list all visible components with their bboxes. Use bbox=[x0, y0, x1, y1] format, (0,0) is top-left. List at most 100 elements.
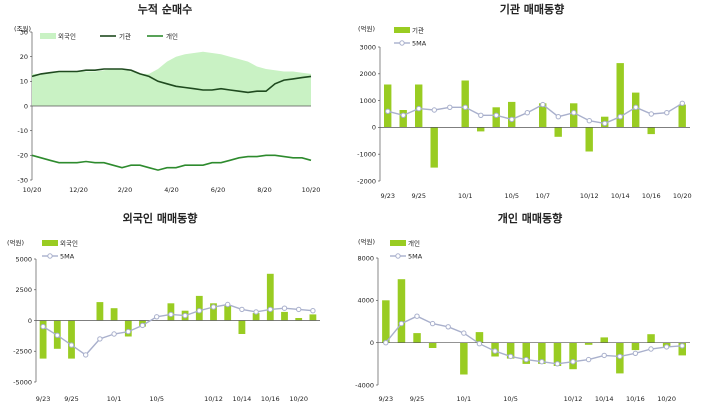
x-tick-label: 10/14 bbox=[611, 192, 630, 200]
bar bbox=[554, 127, 562, 137]
bar bbox=[678, 342, 686, 356]
ma-point bbox=[416, 105, 422, 112]
x-tick-label: 2/20 bbox=[118, 186, 133, 194]
unit-label: (조원) bbox=[14, 24, 31, 33]
ma-point bbox=[679, 100, 685, 107]
ma-point bbox=[125, 328, 132, 335]
ma-point bbox=[461, 330, 467, 336]
y-tick-label: -30 bbox=[17, 176, 28, 184]
bar bbox=[430, 127, 438, 168]
ma-point bbox=[154, 314, 160, 320]
chart-indiv: 개인 매매동향 (억원) 8000 4000 0 -4000 9/23 9/25 10/1 10/… bbox=[355, 211, 690, 403]
legend-label: 개인 bbox=[408, 239, 420, 248]
y-tick-label: 0 bbox=[28, 317, 32, 325]
legend-marker-5ma bbox=[47, 253, 53, 259]
chart-cum: 누적 순매수 (조원)30 20 10 0 -10 -20 -30 10/20 12/20 2/20… bbox=[14, 2, 320, 194]
ma-point bbox=[431, 107, 437, 113]
legend-swatch-bar bbox=[42, 240, 58, 246]
ma-point bbox=[414, 313, 420, 319]
bar bbox=[295, 318, 303, 321]
legend-label: 5MA bbox=[60, 253, 75, 261]
ma-point bbox=[210, 304, 217, 310]
bar bbox=[600, 337, 608, 343]
ma-point bbox=[296, 306, 302, 313]
x-tick-label: 10/20 bbox=[302, 186, 321, 194]
ma-point bbox=[602, 120, 608, 127]
bar bbox=[382, 300, 390, 343]
x-tick-label: 10/14 bbox=[233, 395, 252, 403]
bar bbox=[538, 342, 546, 364]
x-tick-label: 10/20 bbox=[673, 192, 692, 200]
bar bbox=[647, 334, 655, 343]
x-tick-label: 10/16 bbox=[261, 395, 280, 403]
y-tick-label: -2000 bbox=[357, 177, 376, 185]
series-foreign-area bbox=[32, 51, 311, 106]
legend-marker-5ma bbox=[395, 253, 401, 259]
bar bbox=[428, 342, 437, 348]
y-tick-label: 2000 bbox=[359, 70, 376, 78]
x-tick-label: 9/23 bbox=[380, 192, 395, 200]
x-tick-label: 8/20 bbox=[257, 186, 272, 194]
y-tick-label: -4000 bbox=[355, 381, 374, 389]
bar bbox=[252, 313, 260, 321]
legend-label: 기관 bbox=[119, 32, 131, 41]
y-tick-label: 5000 bbox=[15, 255, 32, 263]
ma-point bbox=[555, 114, 561, 120]
ma-point bbox=[168, 311, 174, 318]
bar bbox=[678, 104, 686, 128]
ma-point bbox=[586, 118, 592, 124]
ma-point bbox=[83, 352, 89, 358]
chart-inst: 기관 매매동향 (억원) 3000 2000 1000 0 -1000 -2000 9/23 9/… bbox=[357, 2, 692, 200]
unit-label: (억원) bbox=[358, 237, 375, 246]
ma-point bbox=[633, 104, 639, 111]
x-tick-label: 10/14 bbox=[595, 395, 614, 403]
y-tick-label: -2500 bbox=[13, 348, 32, 356]
bar bbox=[461, 80, 469, 128]
y-tick-label: 20 bbox=[20, 53, 28, 61]
bar bbox=[647, 127, 655, 135]
y-tick-label: -10 bbox=[17, 127, 28, 135]
y-tick-label: 30 bbox=[20, 28, 28, 36]
ma-point bbox=[139, 322, 146, 329]
ma-point bbox=[509, 116, 515, 123]
x-tick-label: 9/25 bbox=[411, 192, 426, 200]
bar bbox=[413, 333, 421, 343]
ma-point bbox=[383, 340, 389, 346]
legend-label: 외국인 bbox=[60, 239, 78, 248]
ma-point bbox=[267, 306, 273, 313]
x-tick-label: 6/20 bbox=[211, 186, 226, 194]
y-tick-label: 4000 bbox=[357, 297, 374, 305]
ma-point bbox=[570, 359, 576, 365]
ma-point bbox=[196, 308, 203, 314]
x-tick-label: 10/1 bbox=[107, 395, 122, 403]
ma-point bbox=[632, 350, 639, 356]
ma-point bbox=[492, 348, 498, 354]
legend-swatch-bar bbox=[390, 240, 406, 246]
legend-label: 5MA bbox=[412, 40, 427, 48]
x-tick-label: 10/20 bbox=[657, 395, 676, 403]
x-tick-label: 9/23 bbox=[36, 395, 51, 403]
bar bbox=[397, 279, 406, 343]
unit-label: (억원) bbox=[358, 24, 375, 33]
ma-point bbox=[225, 301, 231, 308]
ma-point bbox=[539, 359, 545, 365]
bar bbox=[477, 127, 485, 132]
bar bbox=[224, 305, 232, 321]
ma-point bbox=[462, 104, 468, 111]
bar bbox=[399, 110, 407, 128]
ma-point bbox=[476, 341, 483, 347]
chart-foreign: 외국인 매매동향 (억원) 5000 2500 0 -2500 -5000 9/23 9/25 1… bbox=[7, 211, 320, 403]
ma-point bbox=[445, 324, 451, 330]
x-tick-label: 10/5 bbox=[504, 192, 519, 200]
ma-point bbox=[111, 331, 117, 337]
chart-title: 외국인 매매동향 bbox=[123, 211, 198, 225]
ma-point bbox=[524, 110, 530, 116]
legend: 개인 5MA bbox=[390, 239, 423, 261]
x-tick-label: 10/20 bbox=[23, 186, 42, 194]
y-tick-label: 8000 bbox=[357, 254, 374, 262]
ma-point bbox=[571, 110, 577, 116]
x-tick-label: 10/5 bbox=[149, 395, 164, 403]
x-tick-label: 10/12 bbox=[204, 395, 223, 403]
ma-point bbox=[507, 353, 514, 360]
x-tick-label: 10/16 bbox=[626, 395, 645, 403]
